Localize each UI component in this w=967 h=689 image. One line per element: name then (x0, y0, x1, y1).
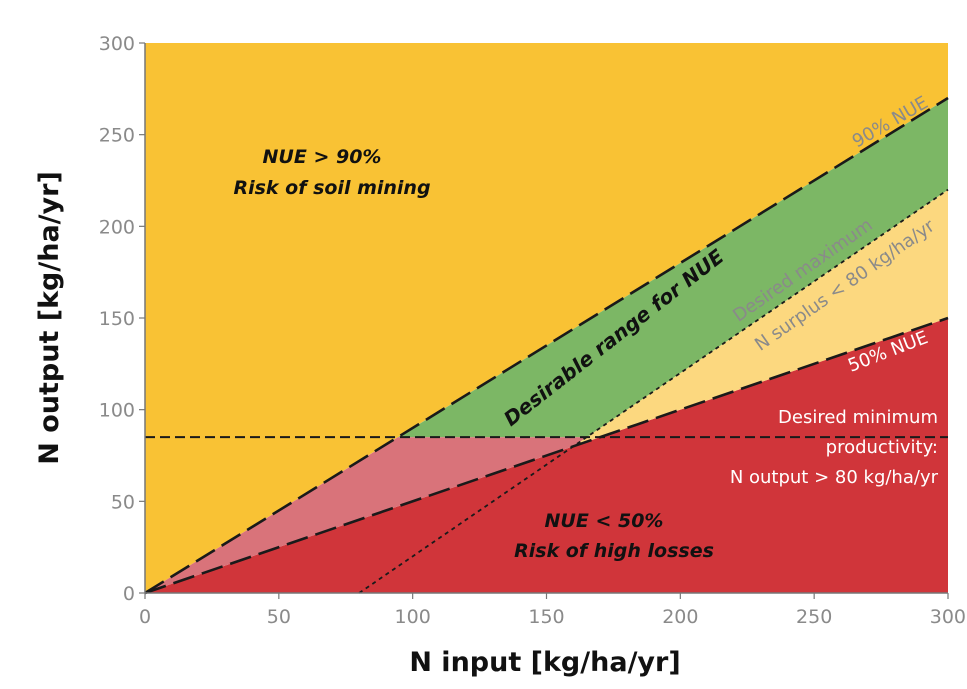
soil-mining-label-line2: Risk of soil mining (233, 177, 430, 199)
soil-mining-label-line1: NUE > 90% (263, 146, 382, 168)
x-tick-label: 100 (395, 606, 431, 628)
region-pink (145, 437, 587, 593)
y-tick-label: 150 (99, 308, 135, 330)
chart-lines (144, 96, 949, 595)
y-tick-label: 50 (111, 491, 135, 513)
high-losses-label-line1: NUE < 50% (545, 510, 664, 532)
desired-min-label-line2: productivity: (826, 437, 938, 458)
desired-min-label-line3: N output > 80 kg/ha/yr (730, 467, 939, 488)
region-soil-mining (145, 43, 948, 593)
line-surplus (358, 188, 949, 594)
line-nue90 (144, 96, 949, 595)
x-axis-title: N input [kg/ha/yr] (409, 647, 680, 678)
x-tick-label: 250 (796, 606, 832, 628)
y-tick-label: 100 (99, 400, 135, 422)
desired-min-label-line1: Desired minimum (778, 407, 938, 428)
x-tick-label: 50 (267, 606, 291, 628)
y-tick-label: 0 (123, 583, 135, 605)
high-losses-label-line2: Risk of high losses (514, 540, 714, 562)
y-tick-label: 250 (99, 125, 135, 147)
y-tick-label: 300 (99, 33, 135, 55)
x-tick-label: 0 (139, 606, 151, 628)
chart-ticks: 0 50 100 150 200 250 300 0 50 100 150 200 250 300 (99, 33, 966, 628)
y-axis-title: N output [kg/ha/yr] (34, 171, 65, 465)
x-tick-label: 300 (930, 606, 966, 628)
line-nue50 (144, 316, 949, 595)
x-tick-label: 200 (662, 606, 698, 628)
y-tick-label: 200 (99, 216, 135, 238)
x-tick-label: 150 (528, 606, 564, 628)
